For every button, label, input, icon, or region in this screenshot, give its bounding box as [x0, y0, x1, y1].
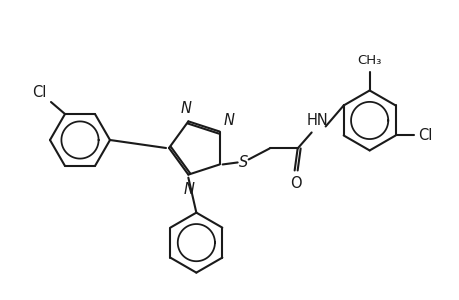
- Text: N: N: [180, 101, 191, 116]
- Text: HN: HN: [306, 113, 328, 128]
- Text: N: N: [223, 112, 234, 128]
- Text: N: N: [184, 182, 195, 196]
- Text: O: O: [289, 176, 301, 191]
- Text: CH₃: CH₃: [357, 55, 381, 68]
- Text: S: S: [239, 155, 248, 170]
- Text: Cl: Cl: [417, 128, 431, 143]
- Text: Cl: Cl: [33, 85, 47, 100]
